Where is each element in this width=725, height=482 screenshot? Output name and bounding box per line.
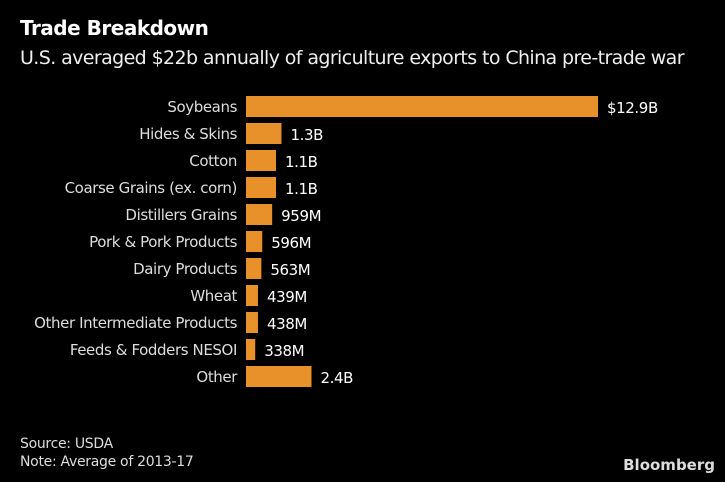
category-label: Wheat: [190, 287, 237, 305]
category-label: Distillers Grains: [125, 206, 237, 224]
footnote: Note: Average of 2013-17: [20, 454, 194, 470]
bar: [246, 366, 312, 387]
bar: [246, 204, 273, 225]
bar: [246, 150, 277, 171]
category-label: Dairy Products: [133, 260, 237, 278]
bar: [246, 177, 277, 198]
bar: [246, 339, 256, 360]
data-label: 2.4B: [320, 369, 353, 387]
data-label: $12.9B: [607, 99, 658, 117]
category-label: Cotton: [189, 152, 237, 170]
bar: [246, 258, 262, 279]
bar: [246, 123, 282, 144]
source-note: Source: USDA: [20, 436, 113, 452]
data-label: 438M: [267, 315, 307, 333]
bar: [246, 312, 258, 333]
category-label: Hides & Skins: [139, 125, 237, 143]
data-label: 1.1B: [285, 153, 318, 171]
chart-title: Trade Breakdown: [20, 16, 209, 40]
bar: [246, 285, 258, 306]
data-label: 1.3B: [290, 126, 323, 144]
bar: [246, 231, 263, 252]
category-label: Feeds & Fodders NESOI: [70, 341, 237, 359]
chart-subtitle: U.S. averaged $22b annually of agricultu…: [20, 47, 685, 69]
data-label: 1.1B: [285, 180, 318, 198]
category-label: Other Intermediate Products: [34, 314, 237, 332]
category-label: Other: [196, 368, 238, 386]
data-label: 563M: [270, 261, 310, 279]
bloomberg-logo: Bloomberg: [623, 456, 715, 474]
category-label: Soybeans: [167, 98, 237, 116]
category-label: Coarse Grains (ex. corn): [65, 179, 237, 197]
data-label: 439M: [267, 288, 307, 306]
data-label: 338M: [264, 342, 304, 360]
data-label: 959M: [281, 207, 321, 225]
data-label: 596M: [271, 234, 311, 252]
category-label: Pork & Pork Products: [89, 233, 237, 251]
bar: [246, 96, 598, 117]
